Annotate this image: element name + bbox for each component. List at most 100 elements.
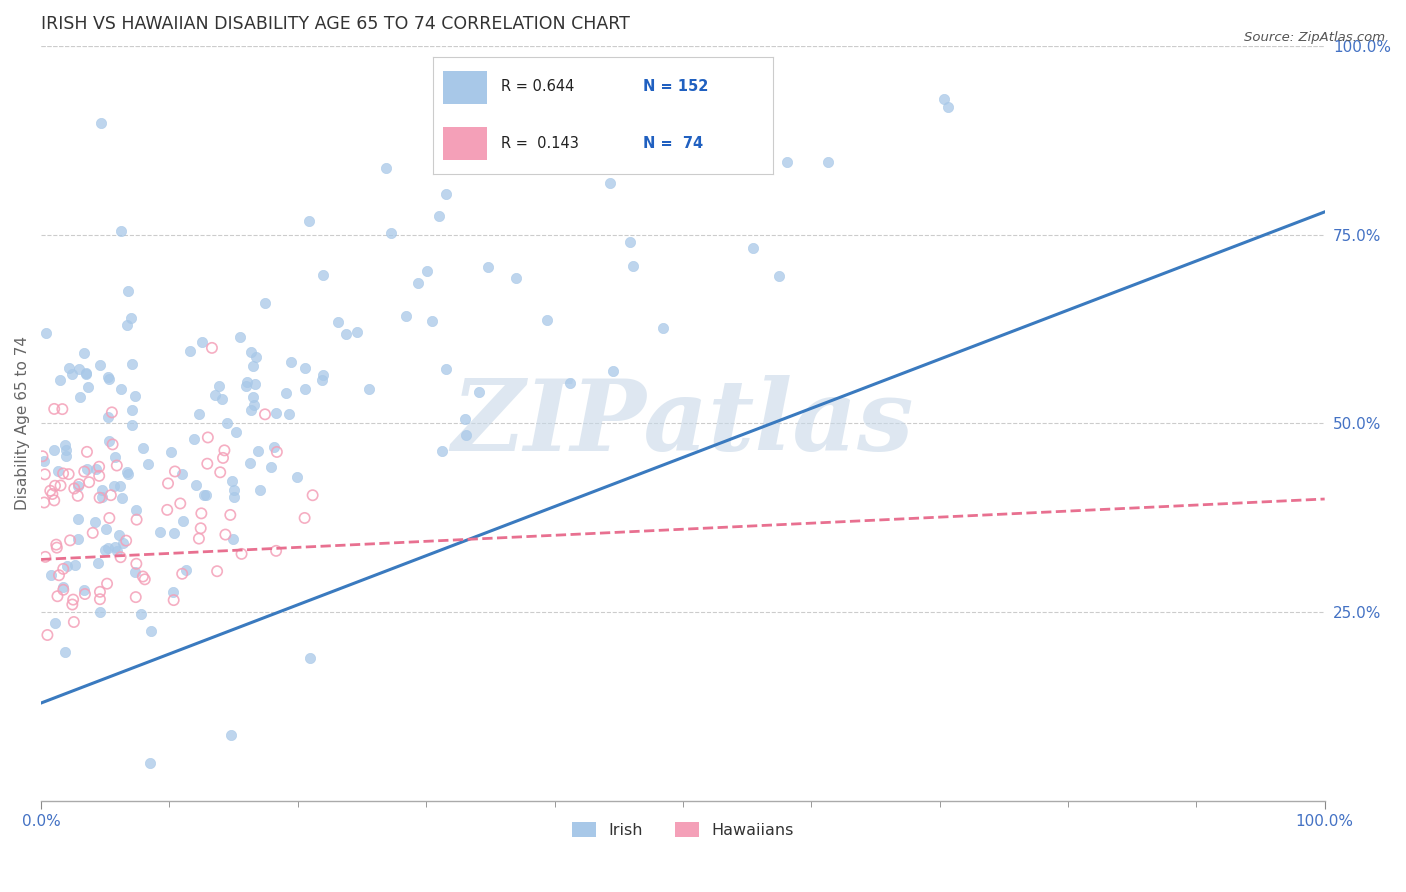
Point xyxy=(97,372,120,386)
Point xyxy=(380,227,402,241)
Point xyxy=(58,467,80,482)
Point xyxy=(89,459,111,474)
Point xyxy=(67,479,90,493)
Point xyxy=(247,443,270,458)
Point xyxy=(84,462,107,476)
Point xyxy=(311,373,333,387)
Point xyxy=(67,477,90,491)
Point xyxy=(298,214,321,228)
Point xyxy=(52,582,75,597)
Point xyxy=(301,488,323,502)
Point xyxy=(264,544,287,558)
Text: Source: ZipAtlas.com: Source: ZipAtlas.com xyxy=(1244,31,1385,45)
Point xyxy=(190,521,212,535)
Point xyxy=(73,465,96,479)
Point xyxy=(110,550,132,565)
Point xyxy=(159,445,181,459)
Point xyxy=(163,593,186,607)
Point xyxy=(77,475,100,490)
Point xyxy=(51,402,73,417)
Point xyxy=(197,430,219,444)
Point xyxy=(172,467,194,481)
Point xyxy=(63,558,86,573)
Point xyxy=(67,533,90,547)
Point xyxy=(285,470,308,484)
Point xyxy=(264,406,287,420)
Point xyxy=(60,367,83,381)
Point xyxy=(132,441,155,455)
Point xyxy=(453,411,475,425)
Point xyxy=(101,437,124,451)
Point xyxy=(46,589,69,603)
Point xyxy=(375,161,398,175)
Point xyxy=(75,367,97,381)
Point xyxy=(326,316,349,330)
Point xyxy=(76,462,98,476)
Point xyxy=(169,496,191,510)
Point xyxy=(214,443,236,458)
Point xyxy=(245,350,267,364)
Point xyxy=(59,533,82,548)
Point xyxy=(280,355,302,369)
Point xyxy=(651,321,673,335)
Point xyxy=(96,522,118,536)
Point xyxy=(125,513,148,527)
Point xyxy=(63,615,86,629)
Point xyxy=(75,367,97,381)
Point xyxy=(104,540,127,554)
Point xyxy=(395,309,418,323)
Point xyxy=(82,525,104,540)
Point xyxy=(111,536,134,550)
Point xyxy=(62,592,84,607)
Point xyxy=(90,115,112,129)
Point xyxy=(294,383,316,397)
Point xyxy=(357,382,380,396)
Point xyxy=(46,464,69,478)
Point xyxy=(121,358,143,372)
Point xyxy=(49,478,72,492)
Point xyxy=(260,460,283,475)
Point xyxy=(115,318,138,332)
Point xyxy=(193,488,215,502)
Point xyxy=(51,580,73,594)
Point xyxy=(93,542,115,557)
Point xyxy=(162,585,184,599)
Point xyxy=(312,368,335,383)
Point xyxy=(190,507,212,521)
Point xyxy=(45,538,67,552)
Point xyxy=(53,645,76,659)
Point xyxy=(115,533,138,548)
Point xyxy=(44,616,66,631)
Point xyxy=(48,568,70,582)
Point xyxy=(176,563,198,577)
Point xyxy=(69,362,91,376)
Point xyxy=(294,361,316,376)
Point xyxy=(430,444,453,458)
Point xyxy=(37,628,59,642)
Point xyxy=(132,569,155,583)
Point xyxy=(434,186,457,201)
Point xyxy=(427,209,450,223)
Point xyxy=(240,402,263,417)
Point xyxy=(101,405,124,419)
Point xyxy=(69,390,91,404)
Point xyxy=(100,488,122,502)
Point xyxy=(420,314,443,328)
Point xyxy=(219,508,242,522)
Point xyxy=(242,359,264,373)
Point xyxy=(211,392,233,406)
Text: IRISH VS HAWAIIAN DISABILITY AGE 65 TO 74 CORRELATION CHART: IRISH VS HAWAIIAN DISABILITY AGE 65 TO 7… xyxy=(41,15,630,33)
Point xyxy=(56,559,79,574)
Point xyxy=(87,556,110,570)
Point xyxy=(219,728,242,742)
Point xyxy=(125,590,148,604)
Point xyxy=(335,326,357,341)
Point xyxy=(96,576,118,591)
Point xyxy=(253,296,276,310)
Point xyxy=(454,427,477,442)
Point xyxy=(32,495,55,509)
Point xyxy=(121,417,143,432)
Point xyxy=(184,478,207,492)
Point xyxy=(263,440,285,454)
Point xyxy=(41,487,63,501)
